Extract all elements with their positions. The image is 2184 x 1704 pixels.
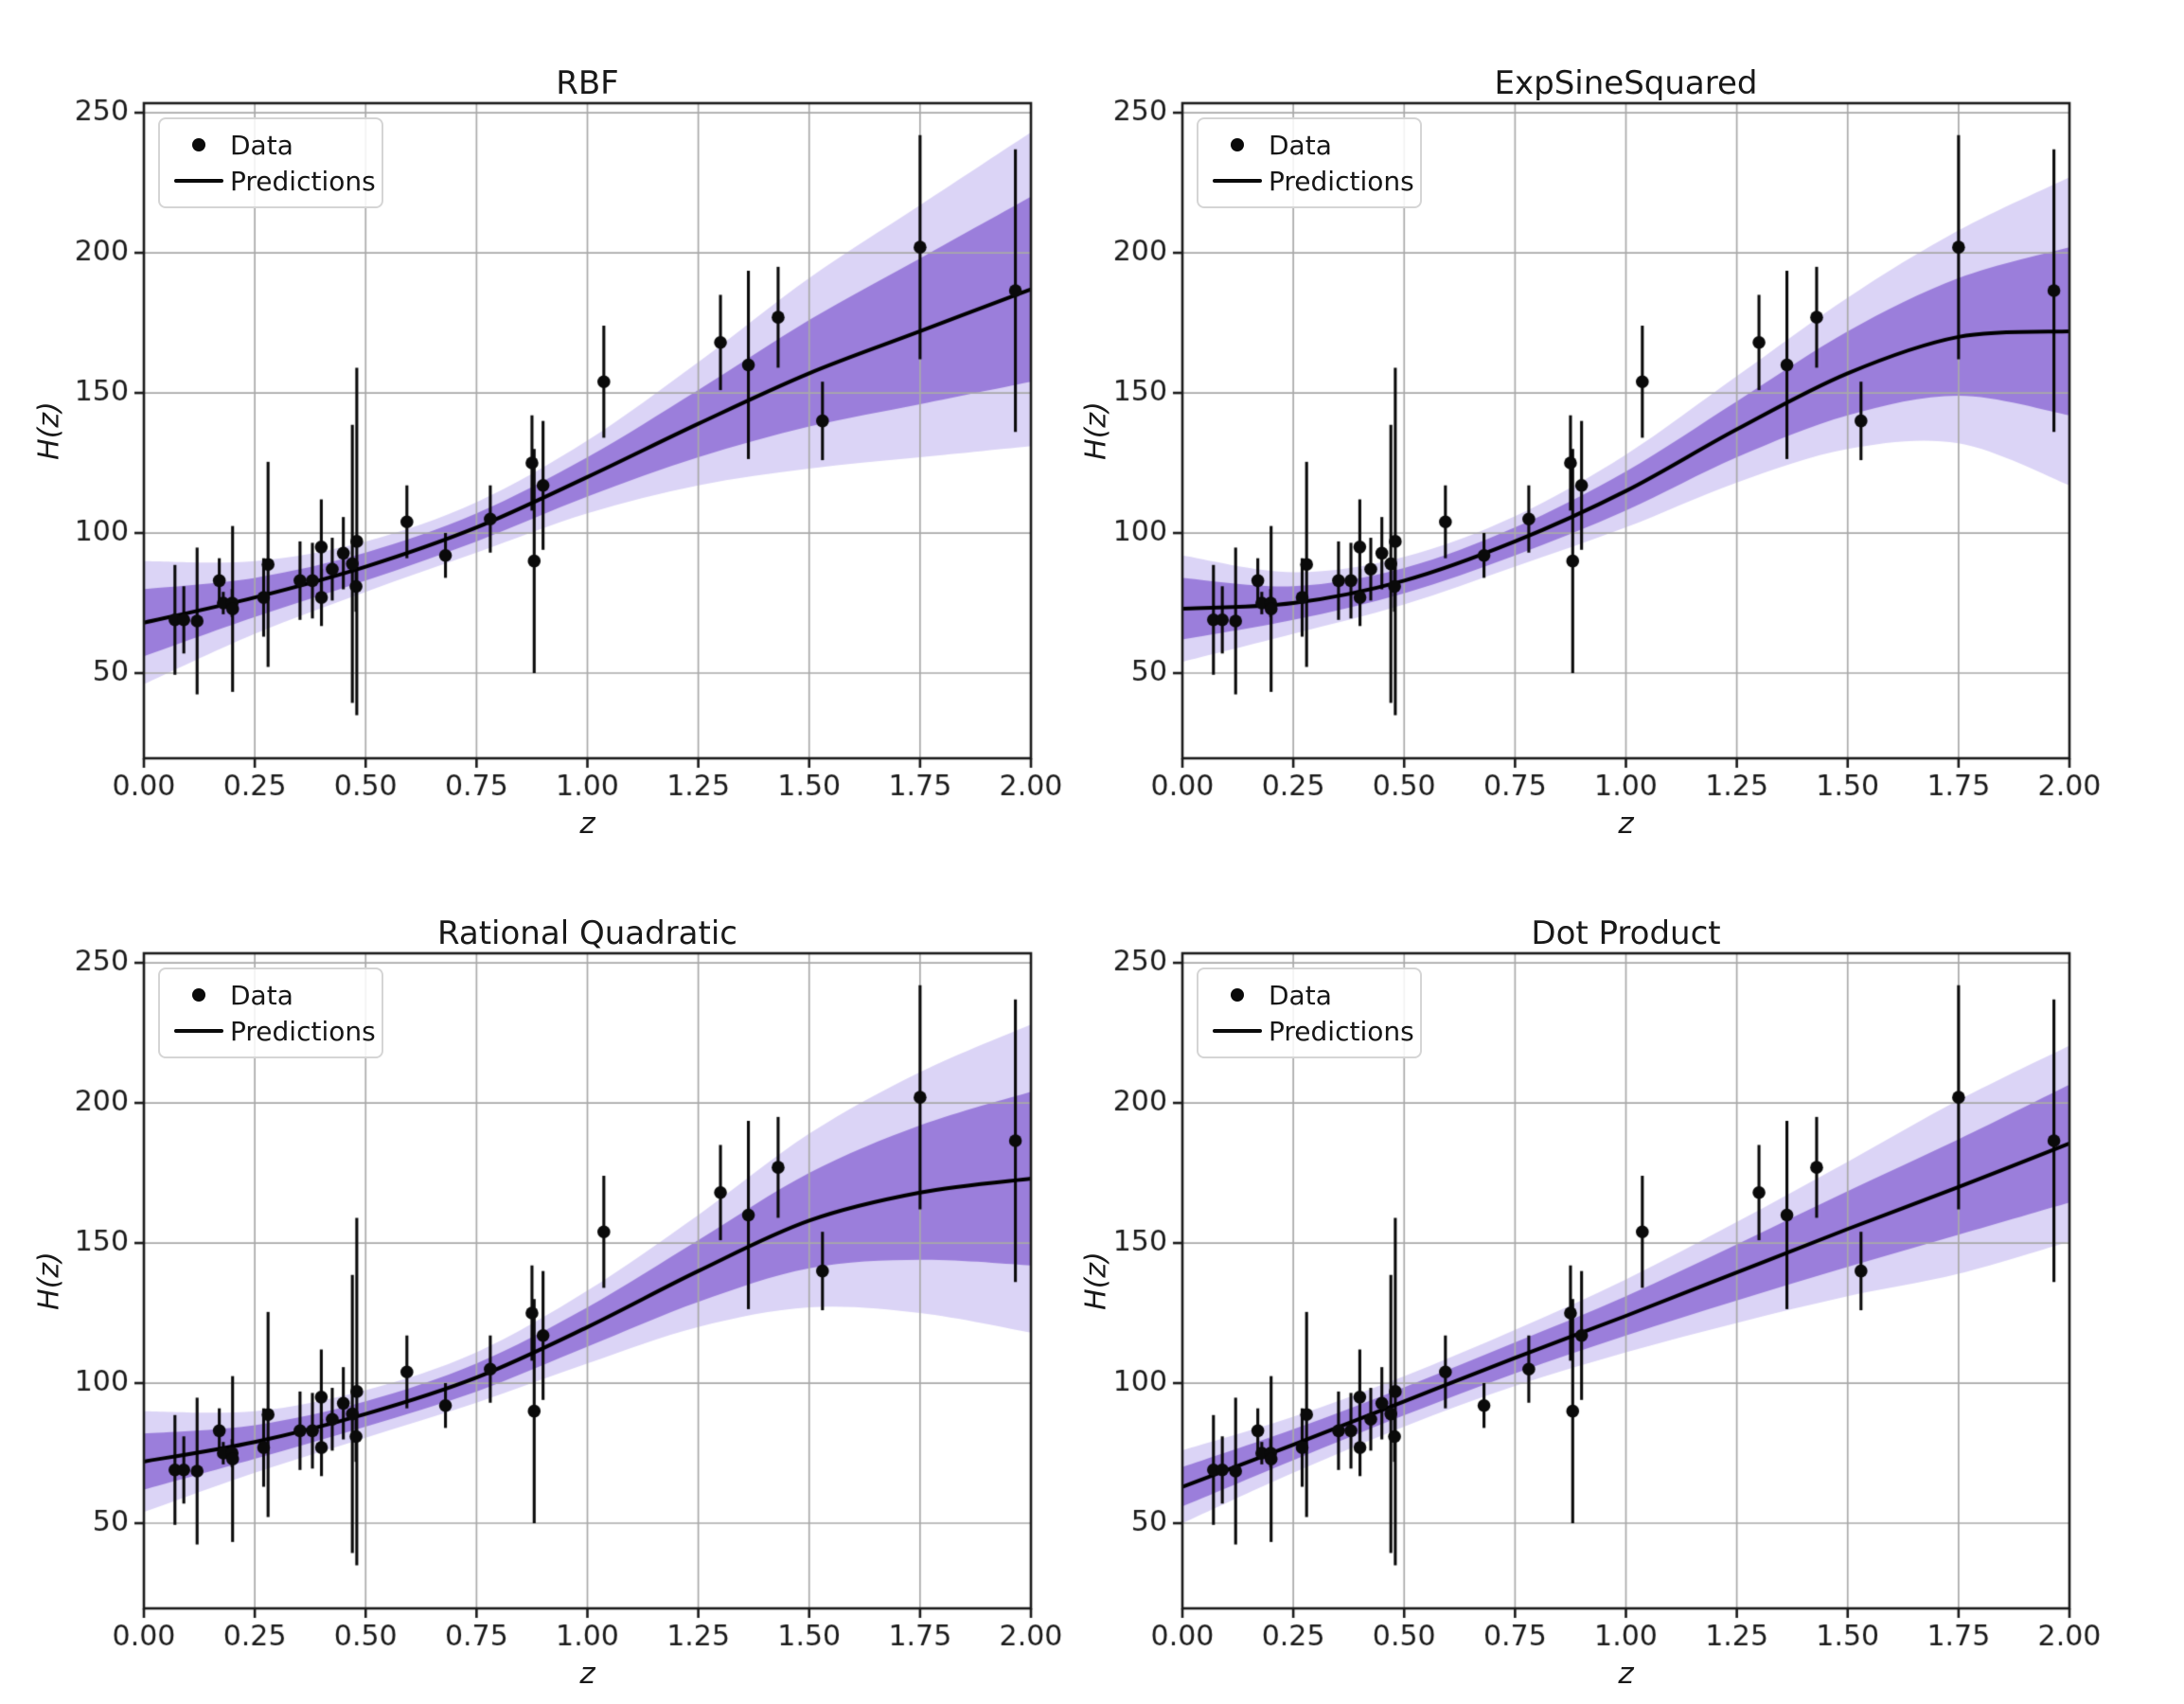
data-marker-icon <box>1206 138 1269 151</box>
data-marker-icon <box>1206 988 1269 1002</box>
legend-label-data: Data <box>1269 129 1332 161</box>
plot-title-rbf: RBF <box>556 64 619 102</box>
y-axis-label: H(z) <box>1079 401 1113 460</box>
plot-title-dot-product: Dot Product <box>1531 914 1721 952</box>
legend-label-predictions: Predictions <box>1269 165 1414 197</box>
legend-label-predictions: Predictions <box>230 165 376 197</box>
data-marker-icon <box>168 138 230 151</box>
legend-item-predictions: Predictions <box>168 1013 376 1049</box>
predictions-line-icon <box>168 179 230 183</box>
legend-label-predictions: Predictions <box>1269 1015 1414 1047</box>
legend-item-data: Data <box>168 977 372 1013</box>
x-axis-label: z <box>1618 1657 1634 1691</box>
legend-item-data: Data <box>1206 977 1411 1013</box>
legend-item-predictions: Predictions <box>1206 1013 1414 1049</box>
x-axis-label: z <box>1618 807 1634 841</box>
y-axis-label: H(z) <box>32 1251 66 1310</box>
legend-label-data: Data <box>230 129 293 161</box>
plot-title-rational-quadratic: Rational Quadratic <box>437 914 737 952</box>
predictions-line-icon <box>1206 1029 1269 1033</box>
legend-box: Data Predictions <box>158 117 383 208</box>
legend-item-data: Data <box>168 127 372 163</box>
x-axis-label: z <box>579 807 595 841</box>
legend-box: Data Predictions <box>1197 117 1422 208</box>
legend-label-data: Data <box>230 979 293 1011</box>
legend-label-predictions: Predictions <box>230 1015 376 1047</box>
legend-box: Data Predictions <box>1197 967 1422 1058</box>
y-axis-label: H(z) <box>32 401 66 460</box>
legend-item-predictions: Predictions <box>168 163 376 199</box>
predictions-line-icon <box>1206 179 1269 183</box>
legend-item-data: Data <box>1206 127 1411 163</box>
data-marker-icon <box>168 988 230 1002</box>
legend-box: Data Predictions <box>158 967 383 1058</box>
y-axis-label: H(z) <box>1079 1251 1113 1310</box>
predictions-line-icon <box>168 1029 230 1033</box>
plot-title-expsinesquared: ExpSineSquared <box>1494 64 1758 102</box>
x-axis-label: z <box>579 1657 595 1691</box>
legend-item-predictions: Predictions <box>1206 163 1414 199</box>
legend-label-data: Data <box>1269 979 1332 1011</box>
